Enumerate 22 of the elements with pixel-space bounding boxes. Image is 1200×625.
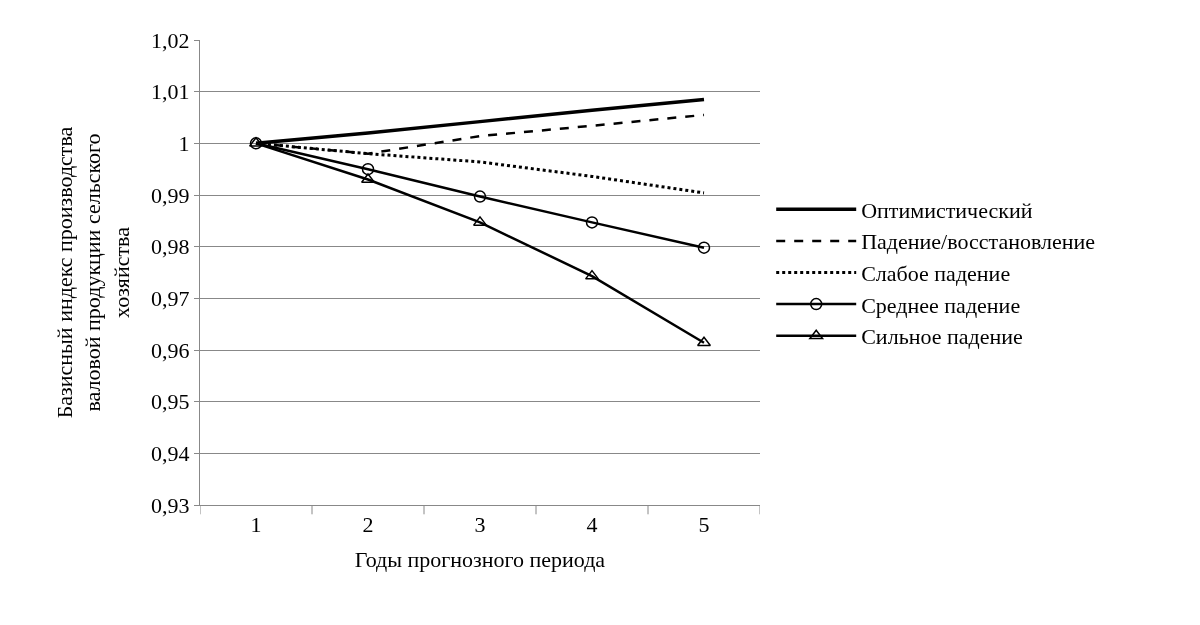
- x-tick-label: 2: [362, 512, 374, 538]
- legend-label: Сильное падение: [861, 324, 1023, 350]
- y-tick-label: 0,99: [151, 182, 190, 208]
- x-tick-label: 1: [250, 512, 262, 538]
- x-tick-label: 4: [586, 512, 598, 538]
- y-tick-label: 0,98: [151, 234, 190, 260]
- y-tick-label: 0,93: [151, 492, 190, 518]
- y-axis-title: Базисный индекс производства валовой продукции сельского хозяйства: [51, 126, 134, 419]
- legend-label: Слабое падение: [861, 261, 1011, 287]
- x-axis-title: Годы прогнозного периода: [354, 547, 606, 573]
- y-tick-label: 1,01: [151, 79, 190, 105]
- legend-label: Падение/восстановление: [861, 229, 1096, 255]
- y-tick-label: 0,94: [151, 441, 190, 467]
- y-tick-label: 0,97: [151, 286, 190, 312]
- x-tick-label: 3: [474, 512, 486, 538]
- x-tick-label: 5: [698, 512, 710, 538]
- y-tick-label: 0,96: [151, 337, 190, 363]
- legend-label: Среднее падение: [861, 292, 1021, 318]
- y-tick-label: 1,02: [151, 27, 190, 53]
- y-tick-label: 1: [178, 131, 190, 157]
- legend-label: Оптимистический: [861, 197, 1033, 223]
- y-tick-label: 0,95: [151, 389, 190, 415]
